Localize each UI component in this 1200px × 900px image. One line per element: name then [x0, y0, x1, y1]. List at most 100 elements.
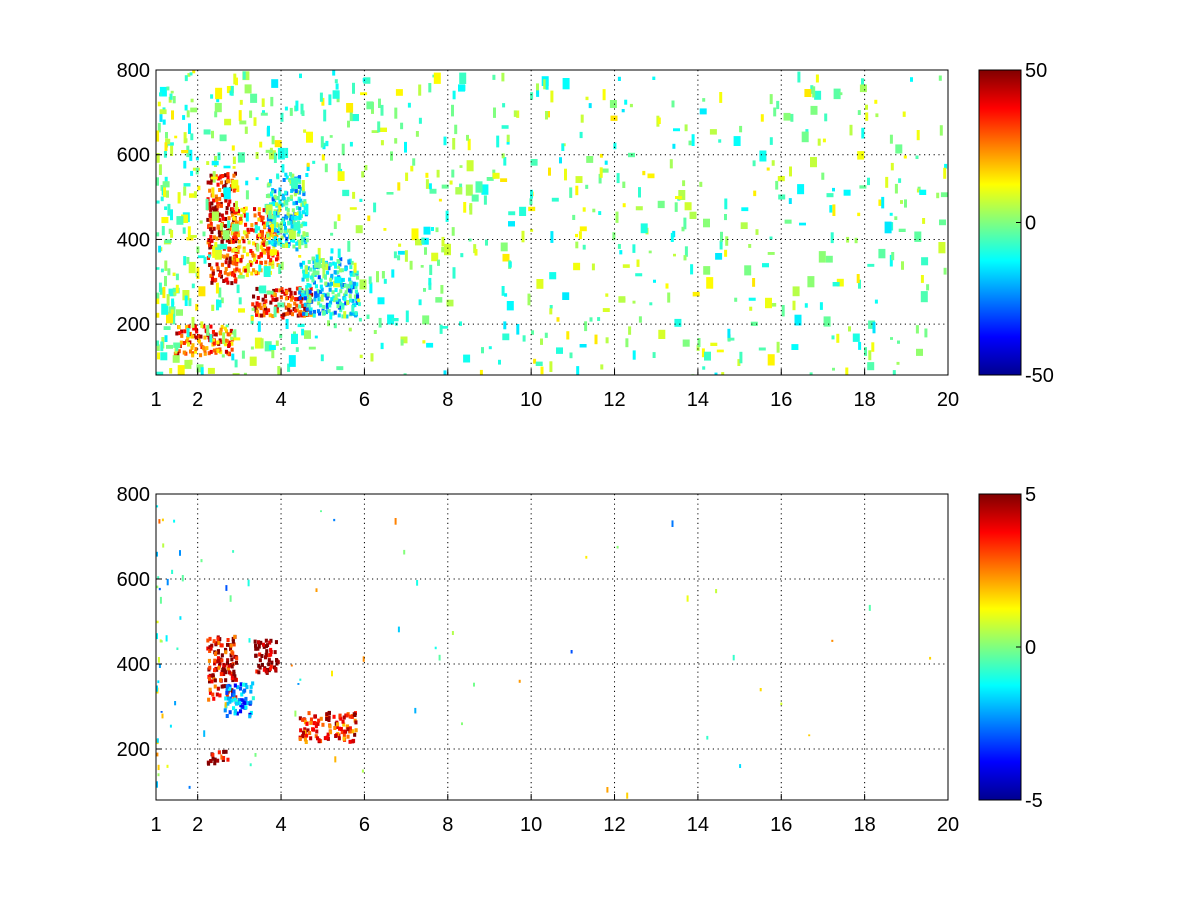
heatmap-cell	[301, 222, 305, 227]
heatmap-cell	[475, 181, 483, 193]
heatmap-cell	[230, 347, 234, 352]
heatmap-cell	[217, 230, 221, 235]
heatmap-cell	[220, 754, 223, 760]
heatmap-cell	[799, 222, 806, 226]
heatmap-cell	[380, 127, 387, 132]
heatmap-cell	[219, 222, 223, 231]
heatmap-cell	[339, 308, 343, 313]
heatmap-cell	[293, 216, 297, 221]
heatmap-cell	[370, 353, 374, 362]
heatmap-cell	[207, 254, 211, 258]
heatmap-cell	[156, 344, 160, 351]
heatmap-cell	[190, 170, 194, 176]
heatmap-cell	[506, 141, 510, 145]
heatmap-cell	[724, 249, 728, 257]
heatmap-cell	[386, 192, 394, 195]
heatmap-cell	[350, 260, 354, 265]
heatmap-cell	[211, 753, 215, 757]
heatmap-cell	[191, 343, 195, 348]
heatmap-cell	[830, 232, 834, 244]
heatmap-cell	[573, 262, 581, 271]
heatmap-cell	[184, 104, 188, 111]
heatmap-cell	[157, 764, 160, 771]
heatmap-cell	[236, 284, 240, 294]
heatmap-cell	[260, 233, 264, 238]
heatmap-cell	[368, 276, 372, 284]
heatmap-cell	[202, 346, 206, 351]
grid-lines-bottom	[156, 493, 948, 800]
heatmap-cell	[327, 266, 331, 271]
heatmap-cell	[213, 761, 217, 766]
heatmap-cell	[253, 305, 257, 310]
heatmap-cell	[609, 100, 617, 108]
heatmap-cell	[261, 297, 265, 302]
heatmap-cell	[503, 321, 507, 330]
heatmap-cell	[227, 202, 231, 207]
heatmap-cell	[273, 236, 277, 241]
heatmap-cell	[162, 181, 170, 188]
heatmap-cell	[683, 217, 687, 230]
heatmap-cell	[225, 661, 229, 666]
heatmap-cell	[280, 287, 284, 292]
heatmap-cell	[435, 297, 443, 303]
heatmap-cell	[256, 646, 260, 651]
heatmap-cell	[234, 701, 238, 706]
heatmap-cell	[635, 273, 643, 277]
heatmap-cell	[222, 756, 226, 760]
heatmap-cell	[322, 305, 326, 309]
heatmap-cell	[160, 196, 164, 202]
heatmap-cell	[719, 92, 723, 103]
heatmap-cell	[213, 684, 217, 689]
heatmap-cell	[228, 686, 232, 691]
heatmap-cell	[161, 713, 164, 719]
heatmap-cell	[301, 277, 305, 282]
heatmap-cell	[232, 236, 236, 240]
heatmap-cell	[177, 365, 185, 375]
heatmap-cell	[164, 206, 168, 210]
heatmap-cell	[203, 351, 207, 356]
heatmap-cell	[166, 313, 173, 324]
heatmap-cell	[253, 228, 257, 233]
heatmap-cell	[706, 735, 709, 740]
heatmap-cell	[343, 297, 347, 302]
heatmap-cell	[556, 317, 560, 322]
heatmap-cell	[733, 136, 741, 146]
heatmap-cell	[459, 165, 463, 168]
heatmap-cell	[314, 291, 318, 296]
x-tick-label: 1	[150, 389, 161, 411]
heatmap-cell	[242, 71, 246, 80]
heatmap-cell	[299, 262, 303, 267]
heatmap-cell	[290, 238, 294, 243]
heatmap-cell	[258, 313, 262, 318]
heatmap-cell	[501, 72, 505, 82]
heatmap-cell	[377, 121, 381, 133]
heatmap-cell	[226, 332, 230, 337]
heatmap-cell	[367, 215, 371, 222]
heatmap-cell	[354, 289, 358, 294]
heatmap-cell	[295, 303, 299, 308]
heatmap-cell	[501, 286, 505, 296]
heatmap-cell	[283, 225, 287, 230]
heatmap-cell	[383, 228, 387, 231]
heatmap-cell	[410, 165, 414, 172]
x-ticks-bottom: 1 2 4 6 8 10 12 14 16 18 20	[150, 794, 959, 836]
heatmap-cell	[217, 224, 221, 229]
heatmap-cell	[162, 119, 166, 125]
heatmap-cell	[231, 230, 235, 235]
heatmap-cell	[337, 260, 341, 265]
heatmap-cell	[164, 260, 168, 271]
heatmap-cell	[347, 283, 351, 288]
heatmap-cell	[902, 111, 906, 117]
heatmap-cell	[312, 309, 316, 314]
heatmap-cell	[535, 361, 543, 366]
heatmap-cell	[168, 288, 176, 297]
heatmap-cell	[333, 280, 341, 288]
heatmap-cell	[725, 236, 729, 246]
heatmap-cell	[423, 288, 426, 292]
heatmap-cell	[209, 207, 213, 212]
heatmap-cell	[569, 352, 573, 359]
heatmap-cell	[184, 351, 188, 356]
heatmap-cell	[302, 238, 306, 243]
heatmap-cell	[232, 173, 236, 178]
heatmap-cell	[649, 302, 653, 306]
